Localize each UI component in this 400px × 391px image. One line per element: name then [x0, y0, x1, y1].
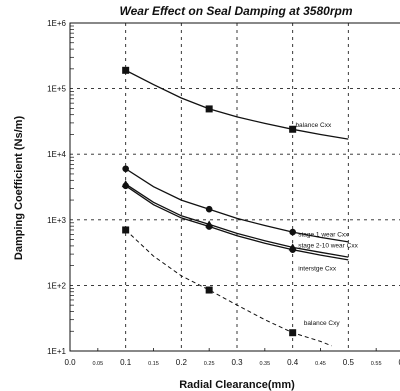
x-tick-label: 0.05 — [92, 361, 103, 367]
x-axis-label: Radial Clearance(mm) — [179, 379, 295, 391]
series-line — [125, 168, 349, 243]
series-annotations: balance Cxx stage 1 wear Cxx stage 2-10 we… — [295, 122, 358, 327]
series-annotation: balance Cxy — [304, 320, 341, 327]
circle-marker — [122, 165, 129, 173]
series-line — [125, 185, 349, 261]
square-marker — [289, 125, 297, 133]
square-marker — [205, 105, 213, 113]
x-tick-label: 0.25 — [204, 361, 215, 367]
series-line — [125, 69, 349, 140]
y-tick-label: 1E+2 — [47, 281, 66, 290]
series-interstge-cxx — [122, 182, 349, 261]
circle-marker — [205, 223, 213, 230]
square-marker — [122, 66, 130, 74]
x-tick-label: 0.4 — [287, 358, 299, 367]
y-tick-label: 1E+6 — [47, 19, 66, 28]
y-tick-label: 1E+3 — [47, 216, 66, 225]
y-tick-label: 1E+5 — [47, 85, 66, 94]
series-line — [125, 229, 332, 347]
x-tick-label: 0.35 — [259, 361, 270, 367]
x-tick-label: 0.55 — [371, 361, 382, 367]
grid-lines — [70, 23, 400, 351]
x-tick-label: 0.1 — [120, 358, 132, 367]
x-tick-label: 0.6 — [398, 358, 400, 367]
series-group — [121, 66, 349, 347]
circle-marker — [289, 228, 296, 236]
square-marker — [289, 329, 297, 337]
circle-marker — [122, 182, 129, 190]
series-balance-cxx — [122, 66, 349, 140]
y-tick-label: 1E+4 — [47, 150, 66, 159]
series-annotation: interstge Cxx — [298, 265, 337, 272]
x-tick-label: 0.5 — [343, 358, 355, 367]
series-annotation: stage 1 wear Cxx — [298, 231, 349, 238]
x-tick-label: 0.3 — [231, 358, 243, 367]
square-marker — [205, 286, 213, 294]
series-stage-1-wear-cxx — [122, 165, 349, 243]
x-tick-label: 0.0 — [64, 358, 76, 367]
plot-frame — [69, 22, 400, 352]
x-tick-label: 0.45 — [315, 361, 326, 367]
circle-marker — [205, 205, 213, 213]
square-marker — [122, 226, 130, 234]
series-annotation: balance Cxx — [295, 122, 332, 129]
chart-title: Wear Effect on Seal Damping at 3580rpm — [120, 4, 353, 18]
series-balance-cxy — [122, 226, 332, 347]
y-tick-label: 1E+1 — [47, 347, 66, 356]
y-axis-label: Damping Coefficient (Ns/m) — [13, 116, 25, 261]
x-tick-label: 0.2 — [176, 358, 188, 367]
series-line — [125, 183, 349, 258]
x-tick-label: 0.15 — [148, 361, 159, 367]
series-annotation: stage 2-10 wear Cxx — [298, 242, 358, 249]
circle-marker — [289, 246, 296, 254]
axis-ticks: 0.0 0.05 0.1 0.15 0.2 0.25 0.3 0.35 0.4 0.45 0.5 0.… — [47, 19, 400, 367]
